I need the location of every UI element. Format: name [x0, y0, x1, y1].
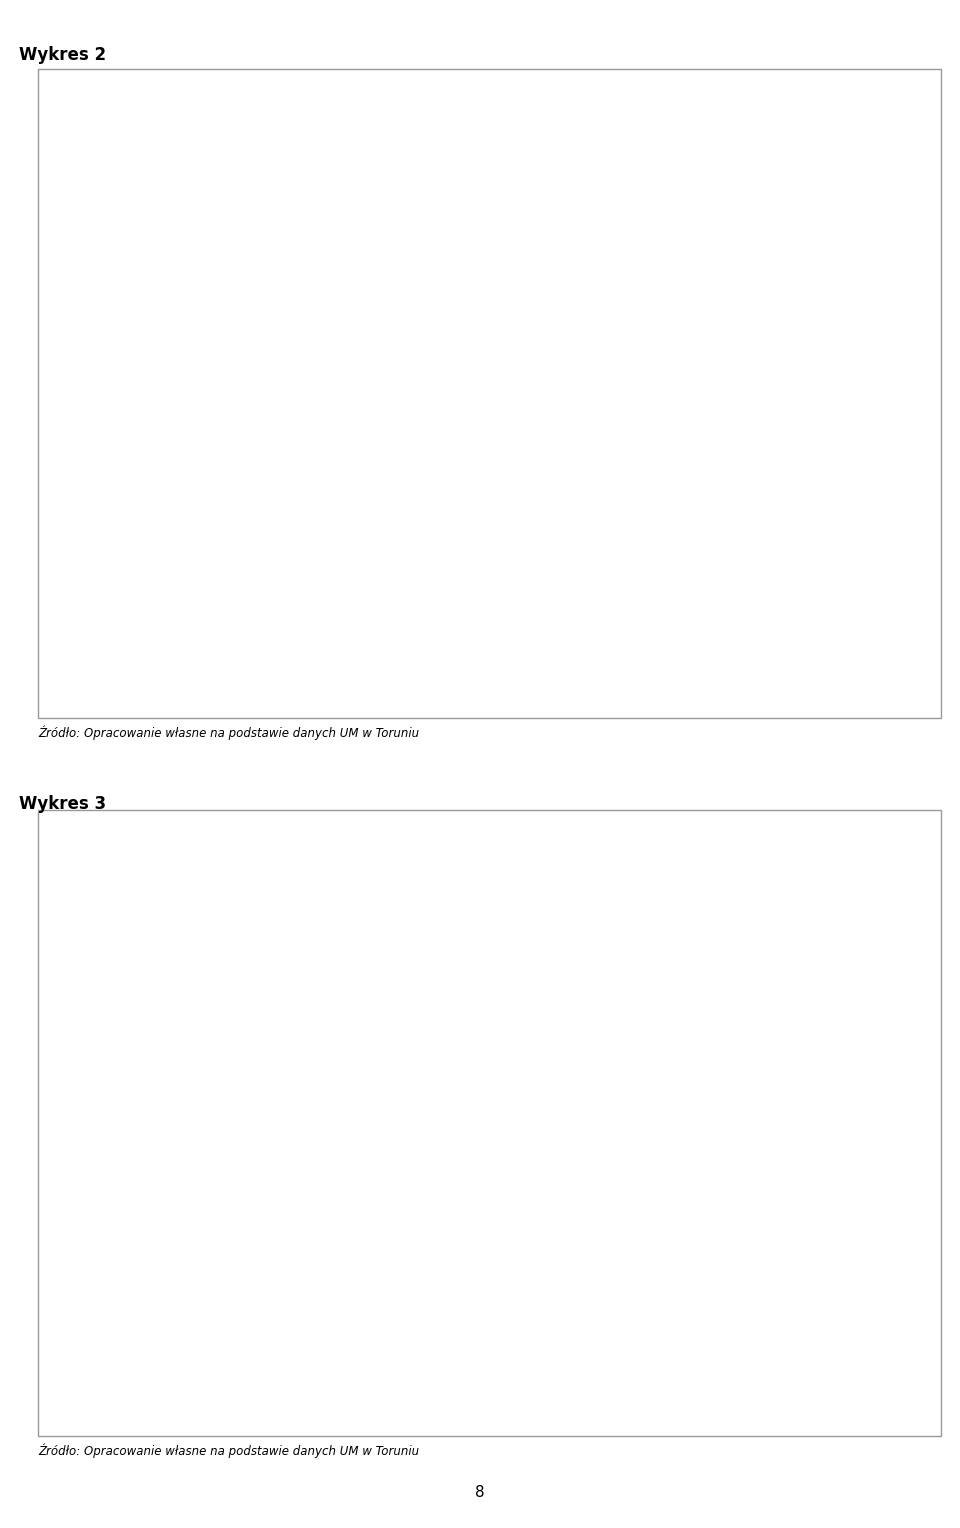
Text: Źródło: Opracowanie własne na podstawie danych UM w Toruniu: Źródło: Opracowanie własne na podstawie … — [38, 726, 420, 740]
Text: Źródło: Opracowanie własne na podstawie danych UM w Toruniu: Źródło: Opracowanie własne na podstawie … — [38, 1444, 420, 1458]
Text: 64,18 %: 64,18 % — [679, 471, 742, 484]
Title: Stopień realizacji projektów w ramach Działania 3.4
stan  na 10.01.2008r. - kwot: Stopień realizacji projektów w ramach Dz… — [305, 866, 751, 900]
Text: 8: 8 — [475, 1485, 485, 1500]
Title: Poziom zakontraktowania i płatności w ramach Działania 3.4
stan na 10.01.2008r.: Poziom zakontraktowania i płatności w ra… — [258, 125, 779, 159]
Bar — [640, 1114, 790, 1329]
Text: 4 966 901,55 PLN: 4 966 901,55 PLN — [654, 1093, 777, 1106]
Text: Wykres 2: Wykres 2 — [19, 46, 107, 64]
Text: 92,40 %: 92,40 % — [295, 413, 358, 426]
Text: Wykres 3: Wykres 3 — [19, 795, 107, 813]
Text: 7 738 526,65 PLN: 7 738 526,65 PLN — [279, 972, 402, 986]
Bar — [266, 993, 416, 1329]
Bar — [250, 228, 403, 611]
Bar — [634, 345, 787, 611]
